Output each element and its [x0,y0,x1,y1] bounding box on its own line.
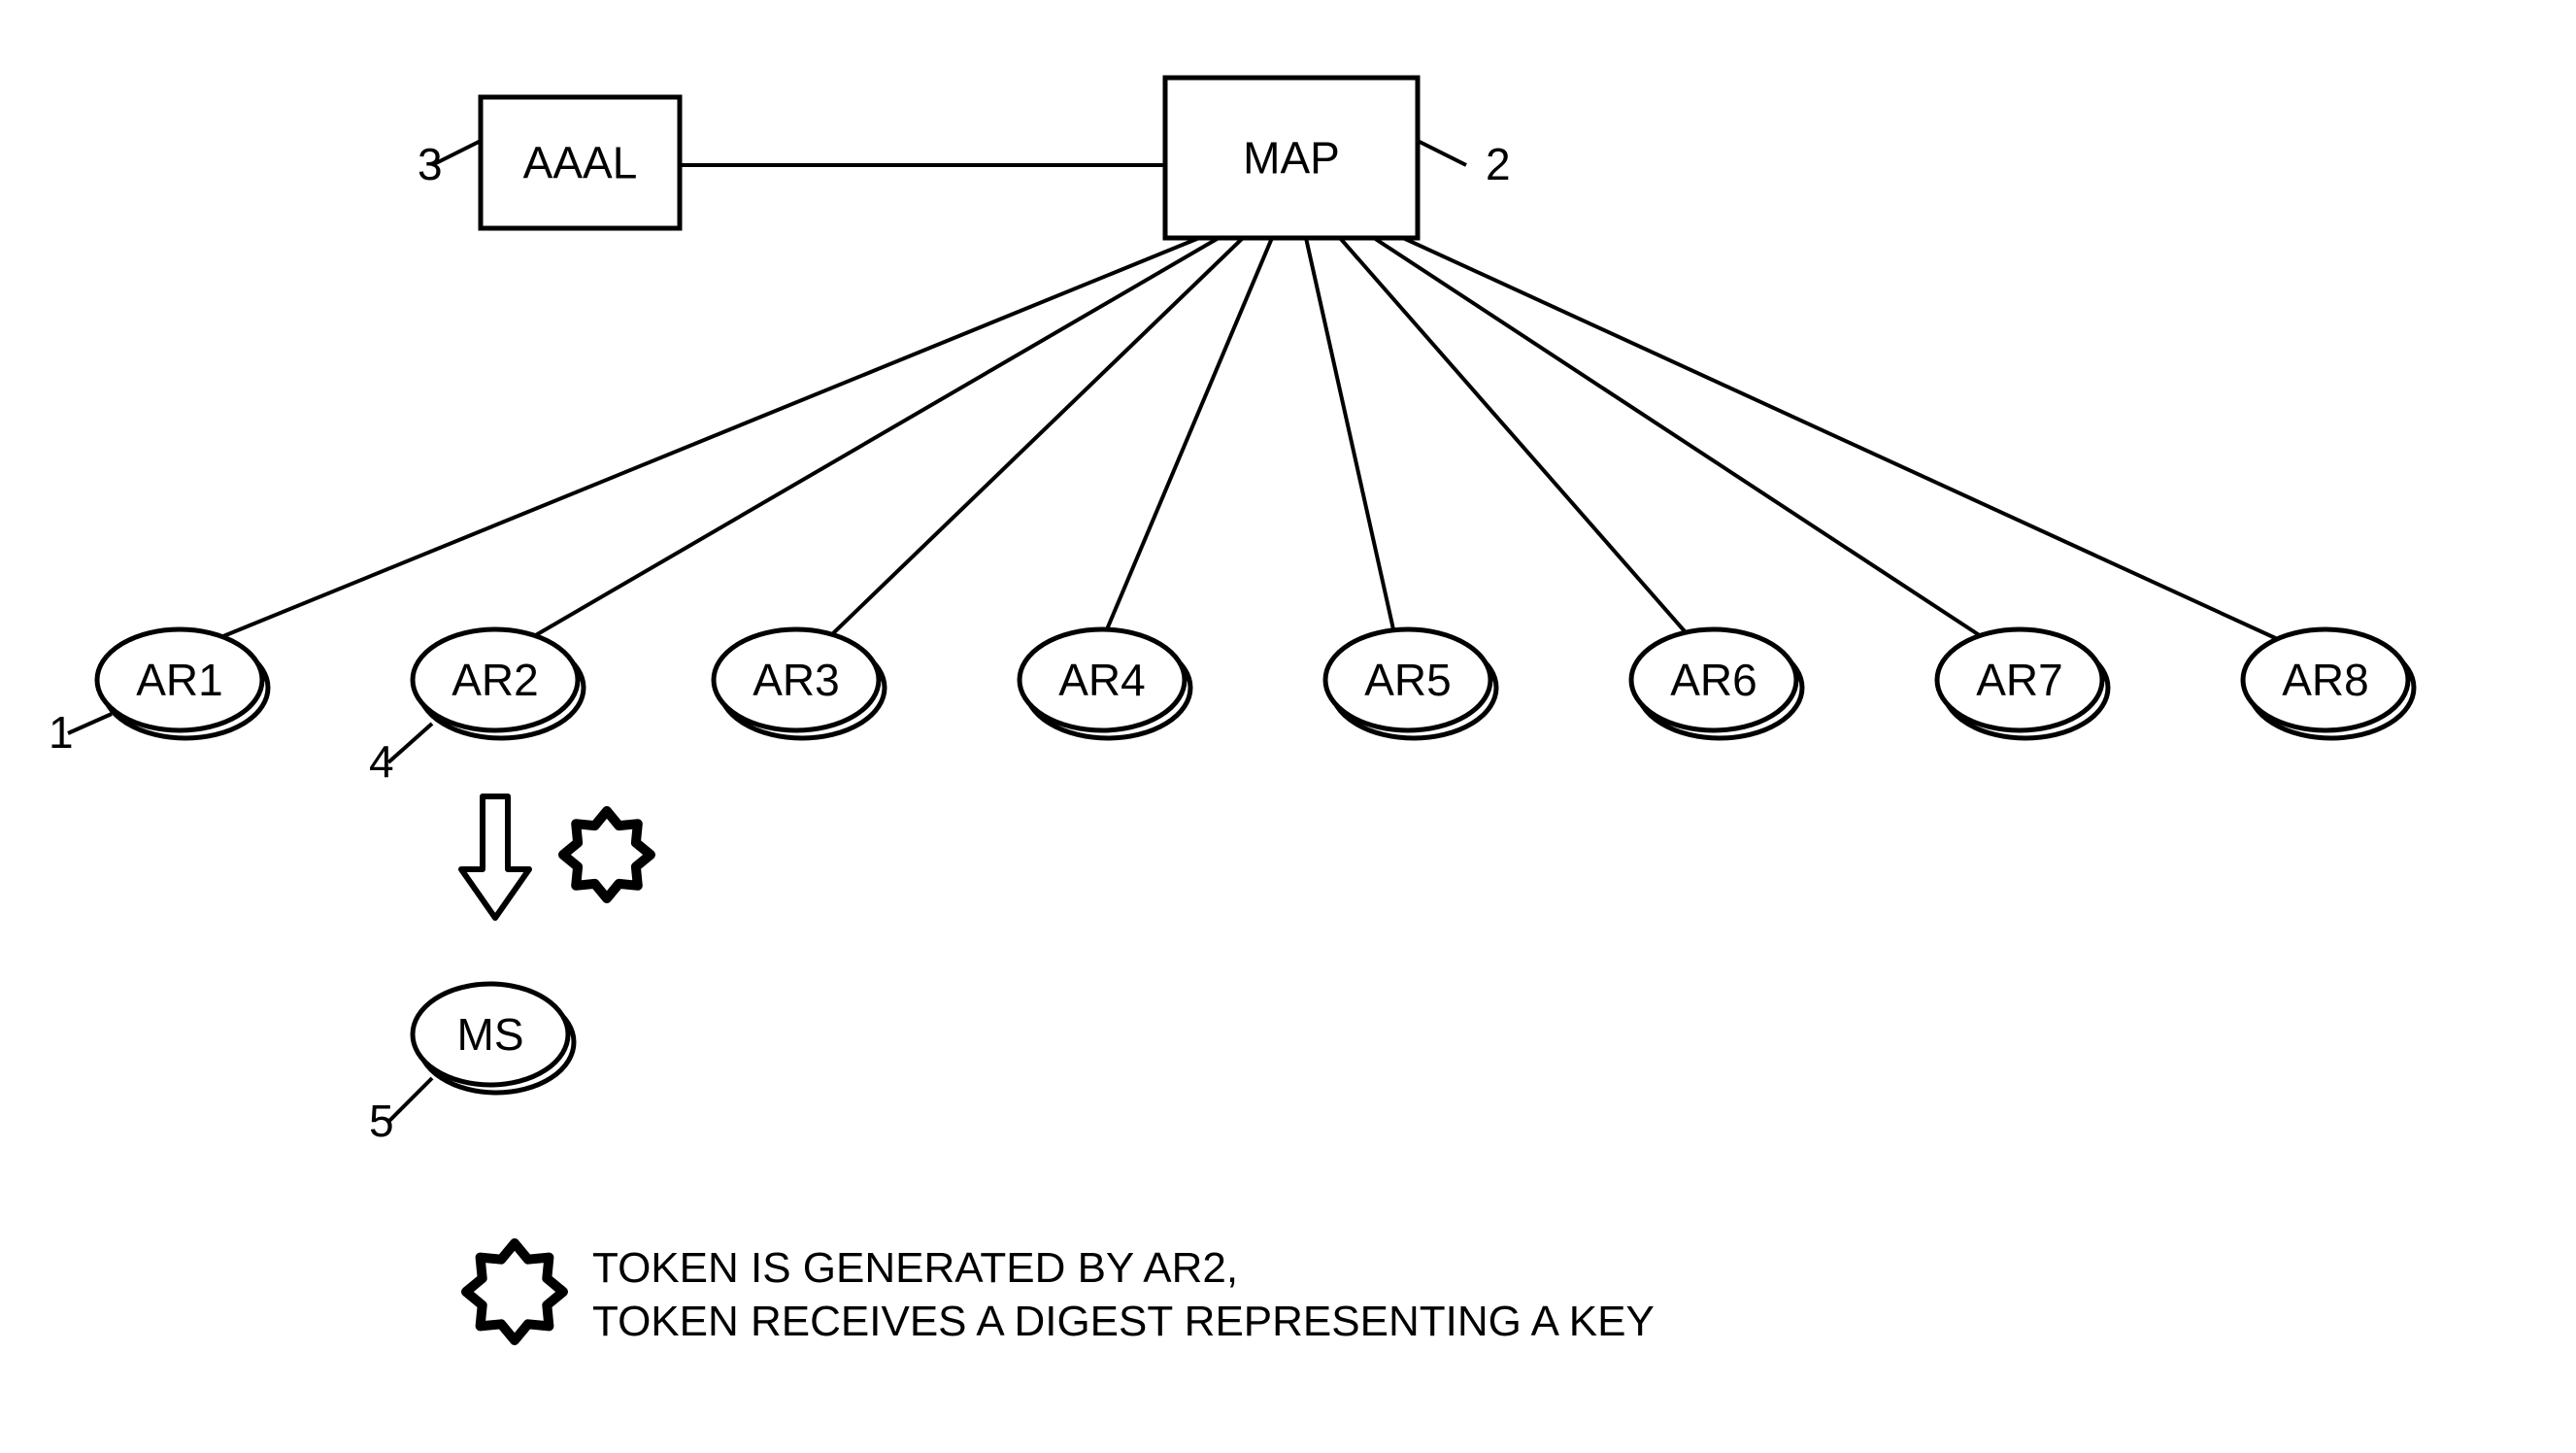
aaal-label: AAAL [523,138,638,188]
ms-node-label: MS [457,1009,524,1060]
ms-ref-label: 5 [369,1096,394,1146]
map-ref-tick [1418,141,1466,165]
ar-node-label-5: AR5 [1364,655,1451,705]
map-to-ar-line-2 [534,238,1219,636]
ar-node-label-8: AR8 [2282,655,2368,705]
legend-line-1: TOKEN IS GENERATED BY AR2, [592,1244,1238,1292]
ms-ref-tick [388,1078,432,1122]
ar-ref-label-2: 4 [369,736,394,787]
legend-token-icon [466,1243,563,1340]
map-to-ar-line-1 [223,238,1199,636]
map-to-ar-line-8 [1403,238,2282,641]
map-label: MAP [1243,133,1340,184]
map-ref-label: 2 [1486,139,1511,189]
ar-node-label-3: AR3 [753,655,839,705]
aaal-ref-label: 3 [418,139,443,189]
ar-node-label-7: AR7 [1976,655,2062,705]
ar-node-label-6: AR6 [1670,655,1756,705]
map-to-ar-line-4 [1107,238,1272,629]
ar-node-label-4: AR4 [1058,655,1145,705]
map-to-ar-line-3 [830,238,1243,636]
token-icon [563,811,651,898]
down-arrow-icon [461,796,529,918]
ar-ref-tick-2 [388,724,432,762]
map-to-ar-line-6 [1340,238,1685,631]
ar-node-label-2: AR2 [452,655,538,705]
legend-line-2: TOKEN RECEIVES A DIGEST REPRESENTING A K… [592,1298,1655,1345]
ar-ref-tick-1 [68,714,112,733]
ar-ref-label-1: 1 [49,707,74,758]
map-to-ar-line-5 [1306,238,1393,629]
ar-node-label-1: AR1 [136,655,222,705]
map-to-ar-line-7 [1374,238,1981,636]
